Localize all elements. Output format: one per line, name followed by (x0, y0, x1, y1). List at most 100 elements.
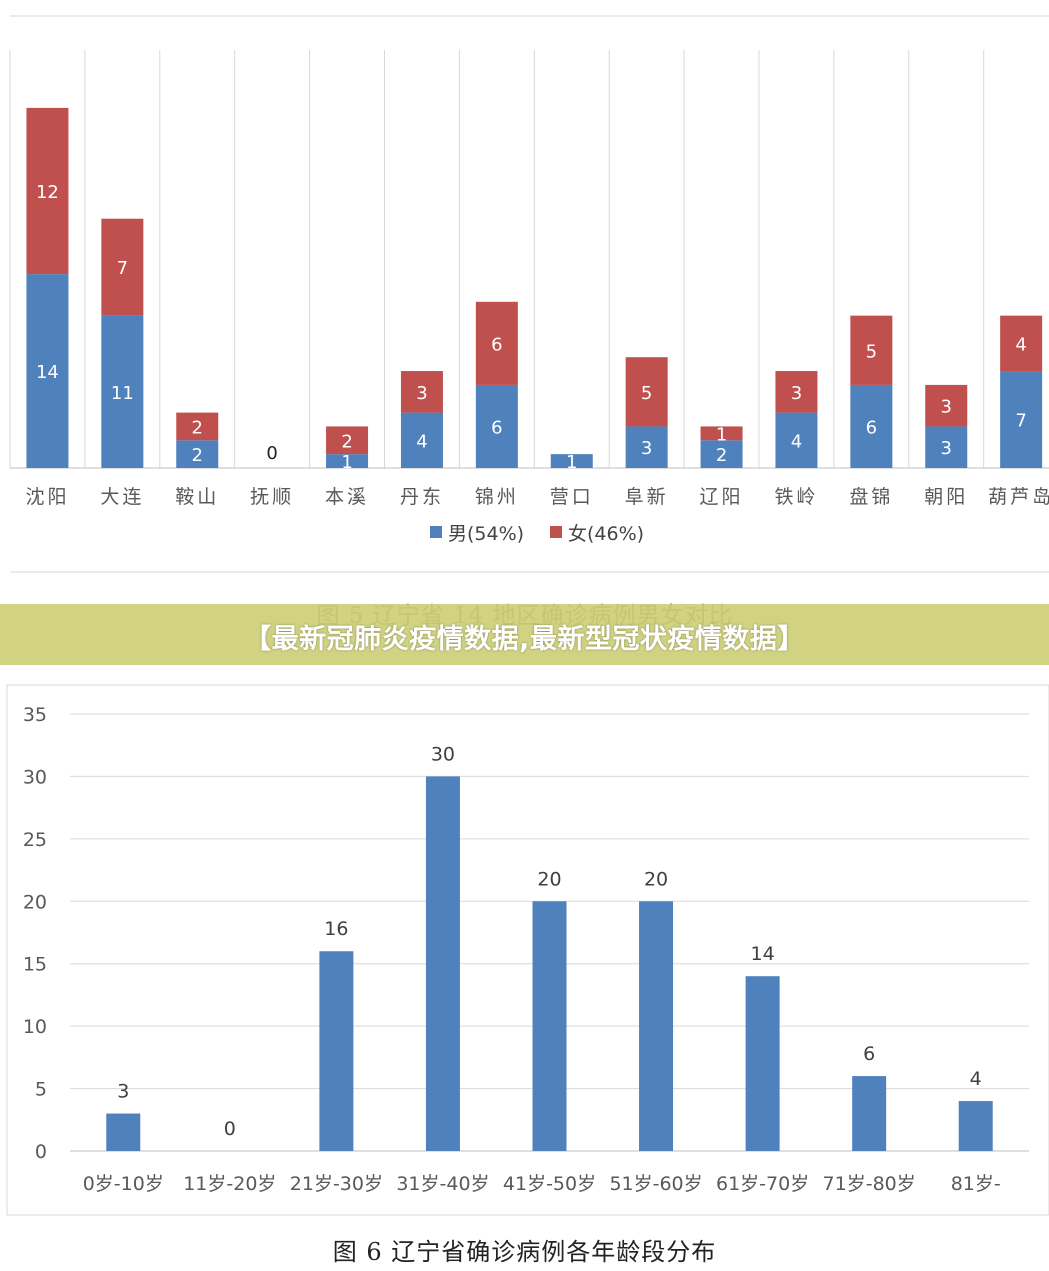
chart2-frame (6, 684, 1049, 1216)
data-label-female: 7 (117, 258, 128, 279)
y-tick-label: 0 (35, 1141, 47, 1163)
category-label: 沈阳 (25, 486, 69, 508)
category-label: 大连 (100, 486, 144, 508)
category-label: 阜新 (625, 486, 669, 508)
bar-male (1000, 371, 1043, 468)
banner-title: 【最新冠肺炎疫情数据,最新型冠状疫情数据】 (244, 624, 805, 655)
legend-label: 女(46%) (568, 523, 644, 545)
bar-male (550, 454, 593, 468)
bar-male (176, 440, 219, 468)
data-label-female: 6 (491, 334, 502, 355)
data-label-female: 2 (341, 431, 352, 452)
category-label: 31岁-40岁 (396, 1173, 489, 1195)
bar-male (326, 454, 369, 468)
data-label-male: 3 (641, 438, 652, 459)
data-label-male: 11 (111, 383, 134, 404)
y-tick-label: 5 (35, 1079, 47, 1101)
category-label: 辽阳 (700, 486, 744, 508)
y-tick-label: 30 (23, 766, 47, 788)
bar-female (475, 301, 518, 385)
category-label: 0岁-10岁 (83, 1173, 164, 1195)
category-label: 21岁-30岁 (290, 1173, 383, 1195)
category-label: 51岁-60岁 (609, 1173, 702, 1195)
bar-male (925, 426, 968, 468)
data-label: 4 (970, 1068, 982, 1090)
data-label: 20 (537, 868, 561, 890)
category-label: 葫芦岛 (988, 486, 1049, 508)
bar (852, 1076, 887, 1151)
bar (319, 951, 354, 1151)
bar-female (850, 315, 893, 385)
bar-male (850, 384, 893, 468)
bar-female (925, 384, 968, 427)
category-label: 61岁-70岁 (716, 1173, 809, 1195)
data-label-female: 4 (1015, 334, 1026, 355)
bar (106, 1113, 141, 1151)
bar (745, 976, 780, 1151)
category-label: 营口 (550, 486, 594, 508)
y-tick-label: 15 (23, 954, 47, 976)
data-label-female: 5 (866, 341, 877, 362)
bar (958, 1101, 993, 1151)
bar-female (700, 426, 743, 441)
data-label: 0 (224, 1118, 236, 1140)
bar (425, 776, 460, 1151)
category-label: 朝阳 (924, 486, 968, 508)
y-tick-label: 35 (23, 704, 47, 726)
bar-male (26, 274, 69, 468)
data-label-female: 3 (416, 383, 427, 404)
y-tick-label: 20 (23, 891, 47, 913)
data-label: 3 (117, 1081, 129, 1103)
bar-male (625, 426, 668, 468)
category-label: 11岁-20岁 (183, 1173, 276, 1195)
data-label-female: 1 (716, 424, 727, 445)
bar-female (775, 371, 818, 413)
data-label-female: 2 (192, 417, 203, 438)
bar (639, 901, 674, 1151)
data-label: 6 (863, 1043, 875, 1065)
data-label-male: 7 (1015, 411, 1026, 432)
data-label-male: 2 (192, 445, 203, 466)
data-label-female: 3 (941, 397, 952, 418)
category-label: 81岁- (951, 1173, 1001, 1195)
figure-6-caption: 图 6 辽宁省确诊病例各年龄段分布 (332, 1238, 717, 1266)
data-label-male: 2 (716, 445, 727, 466)
y-tick-label: 10 (23, 1016, 47, 1038)
bar-male (400, 412, 443, 468)
category-label: 丹东 (400, 486, 444, 508)
bar-female (176, 412, 219, 441)
data-label-male: 1 (341, 452, 352, 473)
data-label-male: 4 (416, 431, 427, 452)
data-label: 14 (751, 943, 775, 965)
bar (532, 901, 567, 1151)
bar-female (625, 357, 668, 427)
bar-female (400, 371, 443, 413)
legend-swatch (550, 526, 562, 538)
data-label: 16 (324, 918, 348, 940)
data-label-male: 1 (566, 452, 577, 473)
bar-male (101, 315, 144, 468)
data-label-female: 3 (791, 383, 802, 404)
data-label-male: 6 (491, 417, 502, 438)
category-label: 71岁-80岁 (823, 1173, 916, 1195)
bar-male (700, 440, 743, 468)
category-label: 盘锦 (849, 486, 893, 508)
data-label-male: 3 (941, 438, 952, 459)
category-label: 锦州 (475, 486, 519, 508)
data-label-male: 14 (36, 362, 59, 383)
data-label-male: 6 (866, 417, 877, 438)
bar-female (326, 426, 369, 455)
category-label: 41岁-50岁 (503, 1173, 596, 1195)
legend-swatch (430, 526, 442, 538)
bar-female (26, 107, 69, 275)
category-label: 本溪 (325, 486, 369, 508)
bar-male (775, 412, 818, 468)
data-label: 0 (266, 443, 277, 464)
y-tick-label: 25 (23, 829, 47, 851)
data-label-female: 12 (36, 182, 59, 203)
data-label: 30 (431, 743, 455, 765)
category-label: 鞍山 (175, 486, 219, 508)
data-label-female: 5 (641, 383, 652, 404)
category-label: 抚顺 (250, 486, 294, 508)
